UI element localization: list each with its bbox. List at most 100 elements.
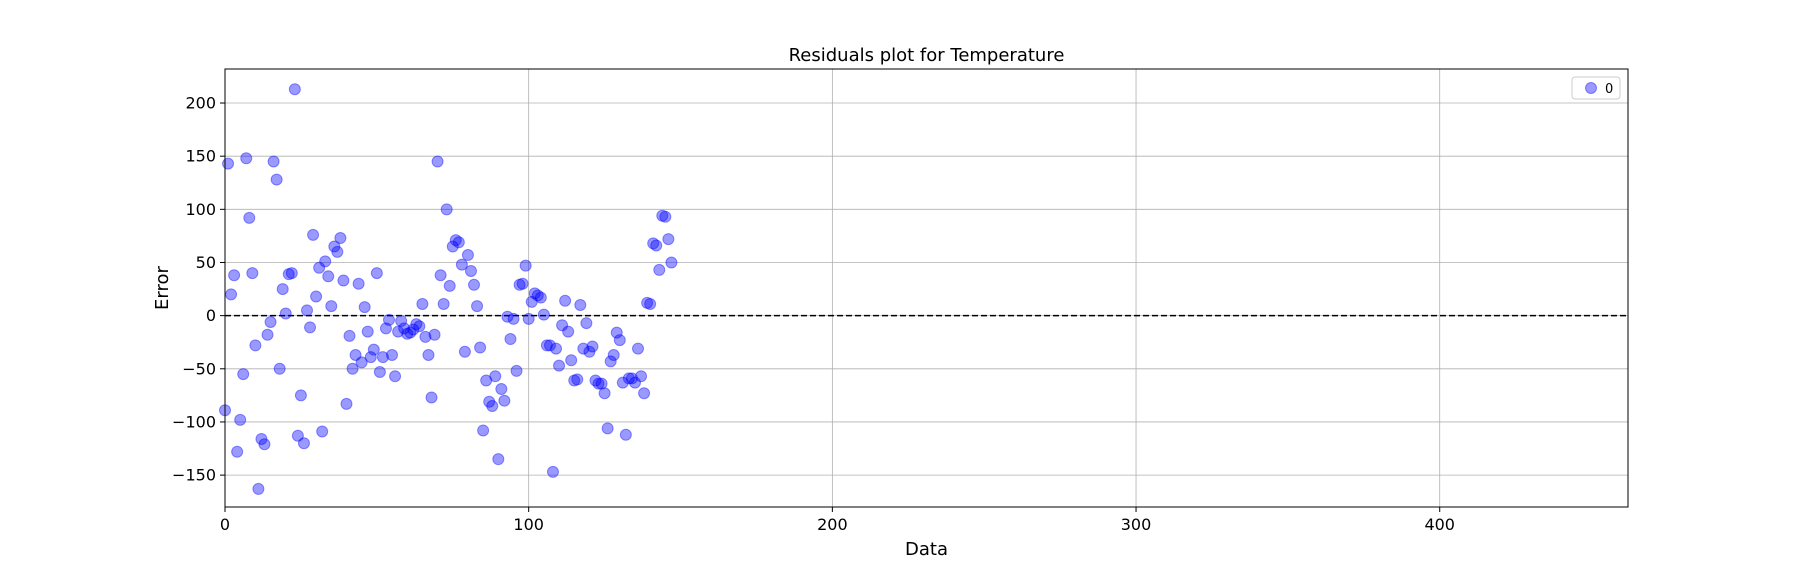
data-point [543,339,556,352]
data-point [568,374,581,387]
x-tick-label: 400 [1424,515,1455,534]
data-point [507,312,520,325]
x-axis-label: Data [905,539,948,560]
data-point [531,289,544,302]
scatter-points [219,83,678,495]
data-point [231,445,244,458]
data-point [398,322,411,335]
data-point [413,320,426,333]
data-point [386,348,399,361]
y-tick-label: −150 [172,466,216,485]
data-point [510,364,523,377]
data-point [592,377,605,390]
chart-title: Residuals plot for Temperature [789,45,1065,66]
data-point [659,210,672,223]
data-point [540,339,553,352]
data-point [228,269,241,282]
legend-box [1571,76,1621,100]
data-point [437,297,450,310]
data-point [577,342,590,355]
data-point [267,155,280,168]
data-point [468,278,481,291]
x-tick-label: 0 [220,515,230,534]
data-point [258,438,271,451]
data-point [571,373,584,386]
data-point [355,356,368,369]
data-point [389,370,402,383]
data-point [310,290,323,303]
data-point [443,279,456,292]
data-point [607,348,620,361]
legend-marker [1585,82,1597,94]
data-point [492,453,505,466]
grid-lines [224,69,1628,507]
data-point [313,261,326,274]
data-point [243,211,256,224]
data-point [622,372,635,385]
data-point [632,342,645,355]
data-point [264,316,277,329]
data-point [498,394,511,407]
data-point [653,263,666,276]
data-point [574,299,587,312]
data-point [546,465,559,478]
data-point [225,288,238,301]
y-tick-label: 0 [206,306,216,325]
data-point [583,345,596,358]
data-point [656,209,669,222]
data-point [234,413,247,426]
data-point [288,83,301,96]
data-point [346,362,359,375]
data-point [373,365,386,378]
data-point [525,295,538,308]
data-point [382,313,395,326]
data-point [635,370,648,383]
data-point [449,234,462,247]
data-point [480,374,493,387]
legend: 0 [1571,76,1621,100]
data-point [425,391,438,404]
data-point [246,267,259,280]
data-point [455,258,468,271]
data-point [537,308,550,321]
data-point [489,370,502,383]
data-point [613,334,626,347]
data-point [282,268,295,281]
data-point [501,310,514,323]
data-point [662,233,675,246]
data-point [553,359,566,372]
data-point [604,355,617,368]
data-point [325,300,338,313]
data-point [304,321,317,334]
data-point [595,377,608,390]
data-point [616,376,629,389]
data-point [625,372,638,385]
data-point [331,245,344,258]
plot-frame [224,68,1629,508]
data-point [392,325,405,338]
data-point [534,291,547,304]
y-tick-label: 50 [196,253,216,272]
data-point [297,437,310,450]
y-tick-label: 200 [185,94,216,113]
data-point [519,259,532,272]
legend-label: 0 [1605,82,1613,97]
data-point [580,317,593,330]
data-point [665,256,678,269]
data-point [452,236,465,249]
data-point [464,264,477,277]
data-point [261,328,274,341]
data-point [486,400,499,413]
data-point [343,329,356,342]
data-point [334,232,347,245]
y-axis-label: Error [152,265,173,309]
data-point [352,277,365,290]
data-point [589,374,602,387]
data-point [483,395,496,408]
x-tick-label: 100 [513,515,544,534]
data-point [364,351,377,364]
data-point [458,345,471,358]
data-point [255,432,268,445]
data-point [376,351,389,364]
data-point [401,327,414,340]
